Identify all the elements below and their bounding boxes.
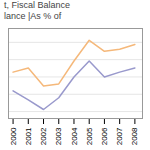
svg-text:2005: 2005: [85, 127, 94, 145]
svg-text:2003: 2003: [54, 127, 63, 145]
svg-text:2008: 2008: [130, 127, 139, 145]
svg-text:2004: 2004: [70, 127, 79, 145]
svg-text:2002: 2002: [39, 127, 48, 145]
html-text:t, Fiscal Balance: t, Fiscal Balance: [4, 0, 70, 10]
svg-text:2000: 2000: [9, 127, 18, 145]
html-text:lance |As % of: lance |As % of: [4, 11, 62, 21]
svg-text:2007: 2007: [115, 127, 124, 145]
svg-text:2001: 2001: [24, 127, 33, 145]
svg-text:2006: 2006: [100, 127, 109, 145]
